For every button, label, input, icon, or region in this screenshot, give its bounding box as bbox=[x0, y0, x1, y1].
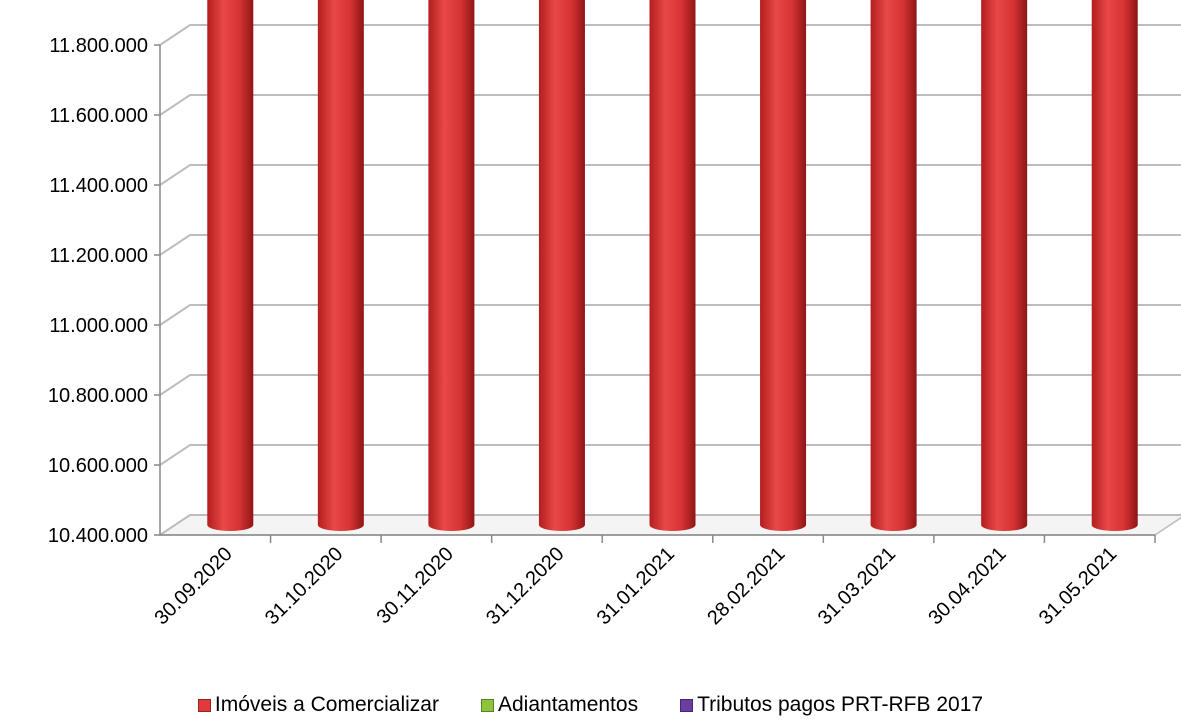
gridline bbox=[159, 444, 1181, 466]
bar-segment bbox=[317, 0, 364, 531]
x-tick-label: 31.01.2021 bbox=[593, 543, 679, 629]
bar-segment bbox=[1091, 0, 1138, 531]
bar-segment bbox=[538, 0, 585, 531]
bar-segment bbox=[207, 0, 254, 531]
x-axis: 30.09.2020 31.10.2020 30.11.2020 31.12.2020… bbox=[150, 543, 1121, 629]
gridline bbox=[159, 94, 1181, 116]
x-tick-label: 31.10.2020 bbox=[261, 543, 347, 629]
bar-segment bbox=[649, 0, 696, 531]
bar-segment bbox=[981, 0, 1028, 531]
x-tick-label: 31.03.2021 bbox=[814, 543, 900, 629]
bar-stack bbox=[538, 0, 585, 531]
bar-stack bbox=[981, 0, 1028, 531]
legend: Imóveis a Comercializar Adiantamentos Tr… bbox=[0, 690, 1181, 720]
legend-label-imoveis: Imóveis a Comercializar bbox=[214, 693, 439, 716]
bar-stack bbox=[428, 0, 475, 531]
legend-label-adiantamentos: Adiantamentos bbox=[497, 693, 639, 716]
gridline bbox=[159, 304, 1181, 326]
x-tick-label: 31.12.2020 bbox=[482, 543, 568, 629]
y-tick-label: 11.600.000 bbox=[49, 105, 148, 127]
bar-stack bbox=[207, 0, 254, 531]
y-tick-label: 11.800.000 bbox=[49, 35, 148, 57]
bar-stack bbox=[1091, 0, 1138, 531]
bar-stack bbox=[649, 0, 696, 531]
y-tick-label: 11.400.000 bbox=[49, 175, 148, 197]
bar-stack bbox=[317, 0, 364, 531]
bar-segment bbox=[428, 0, 475, 531]
bar-segment bbox=[870, 0, 917, 531]
chart-canvas: 10.400.000 10.600.000 10.800.000 11.000.000… bbox=[48, 0, 1181, 629]
legend-label-tributos: Tributos pagos PRT-RFB 2017 bbox=[697, 693, 984, 716]
bar-segment bbox=[760, 0, 807, 531]
x-tick-label: 28.02.2021 bbox=[703, 543, 789, 629]
x-tick-label: 31.05.2021 bbox=[1035, 543, 1121, 629]
legend-swatch-adiantamentos bbox=[480, 698, 494, 712]
y-axis: 10.400.000 10.600.000 10.800.000 11.000.000… bbox=[48, 35, 1156, 547]
y-tick-label: 10.400.000 bbox=[48, 525, 148, 547]
y-tick-label: 11.000.000 bbox=[49, 315, 148, 337]
y-tick-label: 10.600.000 bbox=[48, 455, 148, 477]
legend-swatch-imoveis bbox=[197, 698, 211, 712]
x-tick-label: 30.04.2021 bbox=[924, 543, 1010, 629]
gridline bbox=[159, 24, 1181, 46]
bar-stack bbox=[760, 0, 807, 531]
y-tick-label: 10.800.000 bbox=[48, 385, 148, 407]
gridline bbox=[159, 514, 1181, 536]
legend-swatch-tributos bbox=[680, 698, 694, 712]
x-tick-label: 30.09.2020 bbox=[150, 543, 236, 629]
x-tick-label: 30.11.2020 bbox=[373, 543, 458, 628]
gridline bbox=[159, 234, 1181, 256]
y-tick-label: 11.200.000 bbox=[49, 245, 148, 267]
legend-item-adiantamentos: Adiantamentos bbox=[480, 693, 639, 717]
bars bbox=[207, 0, 1138, 531]
legend-item-imoveis: Imóveis a Comercializar bbox=[197, 693, 439, 717]
legend-item-tributos: Tributos pagos PRT-RFB 2017 bbox=[680, 693, 983, 717]
bar-stack bbox=[870, 0, 917, 531]
gridline bbox=[159, 374, 1181, 396]
gridline bbox=[159, 164, 1181, 186]
